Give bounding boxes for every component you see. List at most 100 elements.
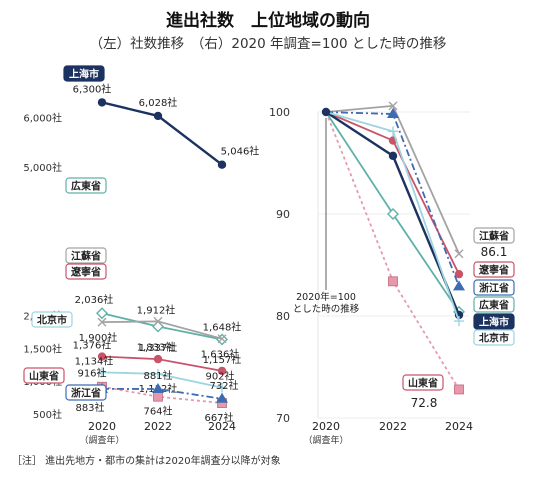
left-value-label: 1,833社	[137, 341, 176, 354]
left-legend-label: 上海市	[69, 68, 99, 81]
left-value-label: 883社	[75, 401, 104, 414]
right-point-series-1	[454, 269, 464, 279]
left-legend-label: 北京市	[37, 314, 67, 327]
left-point-series-4	[153, 368, 163, 379]
left-value-label: 764社	[143, 405, 172, 418]
left-x-tick-label: 2024	[208, 420, 236, 433]
left-value-label: 1,636社	[201, 347, 240, 360]
left-value-label: 1,900社	[79, 331, 118, 344]
right-point-series-4	[388, 151, 398, 161]
right-end-value-label: 72.8	[411, 396, 438, 410]
right-annotation: とした時の推移	[293, 303, 360, 315]
right-annotation: 2020年=100	[296, 291, 356, 303]
left-y-tick-label: 6,000社	[23, 111, 62, 124]
left-value-label: 1,648社	[203, 321, 242, 334]
left-point-series-4	[97, 367, 107, 378]
left-legend-label: 浙江省	[71, 387, 101, 400]
right-x-tick-label: 2022	[379, 420, 407, 433]
right-legend-tag-series-2	[473, 279, 515, 296]
left-value-label: 1,376社	[73, 339, 112, 352]
right-point-series-5	[388, 126, 398, 137]
right-legend-tag-series-4	[473, 313, 515, 330]
left-point-series-3	[153, 354, 163, 364]
left-value-label: 881社	[143, 369, 172, 382]
right-legend-tag-series-5	[473, 329, 515, 346]
left-legend-tag-series-5	[23, 367, 65, 384]
left-point-series-2	[153, 316, 163, 326]
left-point-series-6	[216, 392, 228, 403]
left-y-tick-label: 500社	[33, 408, 62, 421]
left-point-series-1	[96, 307, 108, 320]
right-legend-label: 上海市	[479, 316, 509, 329]
left-legend-tag-series-4	[31, 311, 73, 328]
left-legend-tag-series-0	[63, 65, 105, 82]
left-value-label: 6,300社	[73, 82, 112, 95]
left-legend-tag-series-6	[65, 384, 107, 401]
left-legend-tag-series-2	[65, 247, 107, 264]
right-legend-tag-series-3	[473, 296, 515, 313]
right-y-tick-label: 100	[269, 106, 290, 119]
right-end-value-label: 86.1	[481, 245, 508, 259]
right-legend-label: 江蘇省	[479, 230, 509, 243]
right-legend-label: 遼寧省	[479, 264, 509, 277]
right-legend-tag-series-0	[473, 227, 515, 244]
left-point-series-0	[153, 111, 163, 121]
left-value-label: 1,134社	[75, 354, 114, 367]
left-point-series-3	[97, 352, 107, 361]
left-value-label: 667社	[204, 411, 233, 424]
right-legend-label: 浙江省	[479, 282, 509, 295]
right-y-tick-label: 80	[276, 310, 290, 323]
left-y-tick-label: 1,500社	[23, 342, 62, 355]
left-value-label: 902社	[205, 370, 234, 383]
right-legend-label: 広東省	[479, 299, 509, 312]
left-point-series-5	[153, 391, 163, 402]
left-line-series-0	[101, 101, 223, 166]
left-legend-label: 江蘇省	[71, 250, 101, 263]
left-value-label: 732社	[209, 379, 238, 392]
left-legend-label: 山東省	[29, 370, 59, 383]
left-point-series-6	[152, 383, 164, 394]
left-value-label: 2,036社	[75, 293, 114, 306]
left-value-label: 916社	[77, 367, 106, 380]
right-point-series-0	[388, 101, 398, 111]
right-point-series-2	[453, 280, 465, 291]
right-line-series-2	[325, 111, 460, 287]
right-point-series-6	[454, 384, 464, 395]
right-start-point	[321, 107, 331, 117]
right-point-series-0	[454, 249, 464, 259]
left-value-label: 6,028社	[139, 96, 178, 109]
right-y-tick-label: 70	[276, 412, 290, 425]
left-value-label: 5,046社	[221, 145, 260, 158]
right-x-tick-label: 2020	[312, 420, 340, 433]
right-legend-label: 北京市	[479, 332, 509, 345]
left-legend-label: 遼寧省	[71, 266, 101, 279]
left-legend-label: 広東省	[71, 180, 101, 193]
right-y-tick-label: 90	[276, 208, 290, 221]
left-legend-tag-series-3	[65, 263, 107, 280]
left-x-sublabel: （調査年）	[79, 434, 124, 446]
footnote: ［注］ 進出先地方・都市の集計は2020年調査分以降が対象	[12, 456, 281, 467]
left-value-label: 1,337社	[139, 341, 178, 354]
right-legend-tag-series-1	[473, 261, 515, 278]
right-point-series-6	[388, 276, 398, 287]
right-point-series-3	[387, 208, 399, 220]
chart-title: 進出社数 上位地域の動向	[166, 11, 370, 31]
left-point-series-0	[97, 98, 107, 107]
left-x-tick-label: 2020	[88, 420, 116, 433]
chart-subtitle: （左）社数推移 （右）2020 年調査=100 とした時の推移	[89, 36, 447, 52]
left-y-tick-label: 5,000社	[23, 161, 62, 174]
left-point-series-4	[217, 382, 227, 393]
right-x-sublabel: （調査年）	[303, 434, 348, 446]
left-point-series-2	[217, 334, 227, 344]
right-point-series-2	[387, 108, 399, 119]
right-legend-label: 山東省	[408, 377, 438, 390]
left-point-series-3	[217, 366, 227, 376]
left-value-label: 1,912社	[137, 303, 176, 316]
right-x-tick-label: 2024	[445, 420, 473, 433]
left-point-series-0	[217, 160, 227, 169]
right-legend-tag-series-6	[402, 374, 444, 391]
left-x-tick-label: 2022	[144, 420, 172, 433]
left-value-label: 1,157社	[203, 353, 242, 366]
left-legend-tag-series-1	[65, 177, 107, 194]
